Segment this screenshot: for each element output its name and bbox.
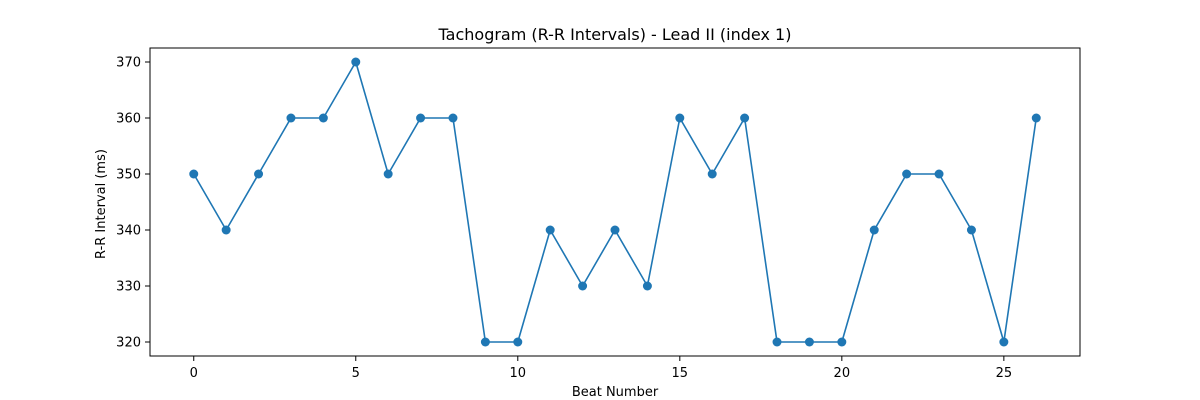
y-tick-label: 340	[116, 224, 141, 239]
data-point	[351, 57, 361, 67]
data-point	[448, 113, 458, 123]
data-point	[610, 225, 620, 235]
data-point	[707, 169, 717, 179]
data-point	[740, 113, 750, 123]
y-tick-label: 350	[116, 168, 141, 183]
data-point	[772, 337, 782, 347]
data-point	[189, 169, 199, 179]
y-tick-label: 320	[116, 336, 141, 351]
data-point	[869, 225, 879, 235]
data-point	[286, 113, 296, 123]
data-point	[675, 113, 685, 123]
data-point	[383, 169, 393, 179]
y-axis-label: R-R Interval (ms)	[94, 149, 109, 259]
data-point	[804, 337, 814, 347]
y-tick-label: 360	[116, 112, 141, 127]
data-point	[902, 169, 912, 179]
data-point	[966, 225, 976, 235]
plot-frame	[149, 47, 1081, 357]
y-tick-label: 370	[116, 56, 141, 71]
chart-title: Tachogram (R-R Intervals) - Lead II (ind…	[438, 25, 792, 44]
data-point	[416, 113, 426, 123]
data-point	[513, 337, 523, 347]
series-line	[193, 61, 1038, 343]
x-tick-label: 0	[190, 366, 198, 381]
data-point	[578, 281, 588, 291]
data-point	[480, 337, 490, 347]
data-point	[545, 225, 555, 235]
x-tick-label: 10	[510, 366, 527, 381]
data-point	[642, 281, 652, 291]
x-tick-label: 25	[996, 366, 1013, 381]
x-tick-label: 5	[352, 366, 360, 381]
data-point	[221, 225, 231, 235]
x-axis-label: Beat Number	[572, 385, 659, 400]
data-point	[999, 337, 1009, 347]
x-tick-label: 20	[834, 366, 851, 381]
data-point	[837, 337, 847, 347]
data-point	[318, 113, 328, 123]
data-point	[934, 169, 944, 179]
data-point	[254, 169, 264, 179]
data-point	[1031, 113, 1041, 123]
plot-area: 0 5 10 15 20 25 320 330 340 350 360 370	[116, 47, 1081, 381]
x-tick-label: 15	[672, 366, 689, 381]
y-tick-label: 330	[116, 280, 141, 295]
